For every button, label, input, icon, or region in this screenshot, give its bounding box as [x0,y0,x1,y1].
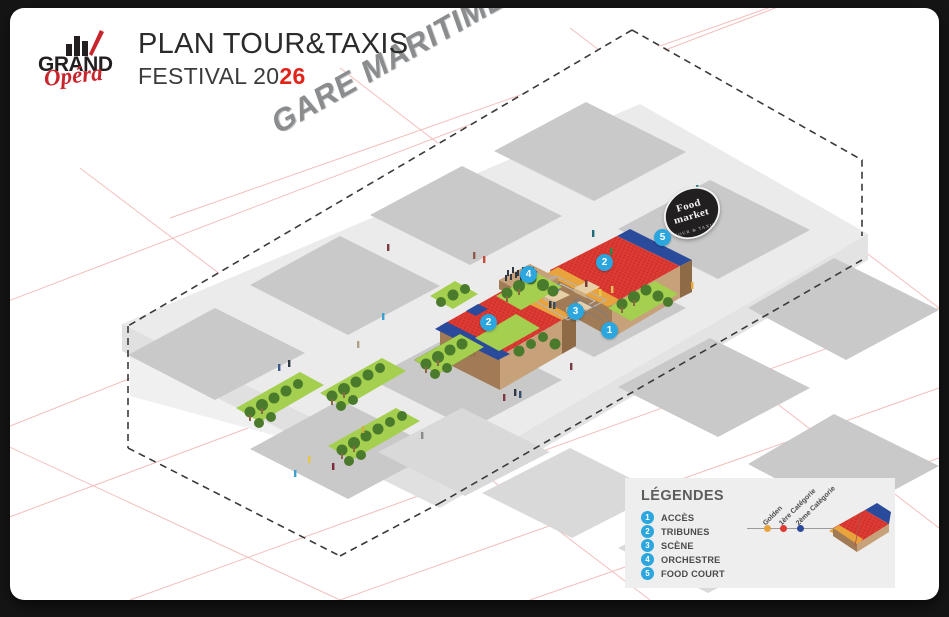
poster-page: GARE MARITIME Food market TOUR & TAXIS 1… [10,8,939,600]
tree-canopies [244,273,673,466]
legend-label-scene: SCÈNE [661,540,694,551]
legend-number-3: 3 [641,539,654,552]
title-block: PLAN TOUR&TAXIS FESTIVAL 2026 [138,28,408,90]
site-boundary [127,29,863,557]
category-dot-1ere [780,525,787,532]
legend-number-2: 2 [641,525,654,538]
page-title: PLAN TOUR&TAXIS [138,28,409,60]
map-marker-3[interactable]: 3 [567,303,584,320]
logo-opera-text: Opéra [42,59,104,91]
map-marker-5[interactable]: 5 [654,229,671,246]
legend-item-orchestre[interactable]: 4 ORCHESTRE [641,553,720,566]
category-dot-golden [764,525,771,532]
bar-chart-slash-logo-icon [66,30,104,56]
food-market-badge[interactable]: Food market TOUR & TAXIS [659,179,725,247]
legend-number-1: 1 [641,511,654,524]
map-marker-1[interactable]: 1 [601,322,618,339]
tribune-3d-icon [829,503,891,552]
legend-label-acces: ACCÈS [661,512,695,523]
legend-title: LÉGENDES [641,488,724,504]
subtitle-prefix: FESTIVAL 20 [138,62,280,89]
logo-grand-text: GRAND [38,53,113,76]
tree-rows [236,273,678,466]
map-marker-2-left[interactable]: 2 [480,314,497,331]
map-marker-2-right[interactable]: 2 [596,254,613,271]
subtitle-year-highlight: 26 [279,62,306,89]
legend-label-tribunes: TRIBUNES [661,526,710,537]
legend-number-4: 4 [641,553,654,566]
tree-trunks [249,289,635,459]
legend-number-5: 5 [641,567,654,580]
legend-item-acces[interactable]: 1 ACCÈS [641,511,694,524]
legend-panel: LÉGENDES 1 ACCÈS 2 TRIBUNES 3 SCÈNE 4 OR… [625,478,895,588]
header: GRAND Opéra PLAN TOUR&TAXIS FESTIVAL 202… [38,28,408,92]
grand-opera-logo[interactable]: GRAND Opéra [38,28,124,92]
legend-item-tribunes[interactable]: 2 TRIBUNES [641,525,710,538]
legend-item-scene[interactable]: 3 SCÈNE [641,539,694,552]
legend-label-orchestre: ORCHESTRE [661,554,721,565]
page-subtitle: FESTIVAL 2026 [138,62,408,91]
access-arrows [572,297,611,325]
map-marker-4[interactable]: 4 [520,266,537,283]
legend-label-food-court: FOOD COURT [661,568,725,579]
legend-item-food-court[interactable]: 5 FOOD COURT [641,567,725,580]
category-dot-2eme [797,525,804,532]
